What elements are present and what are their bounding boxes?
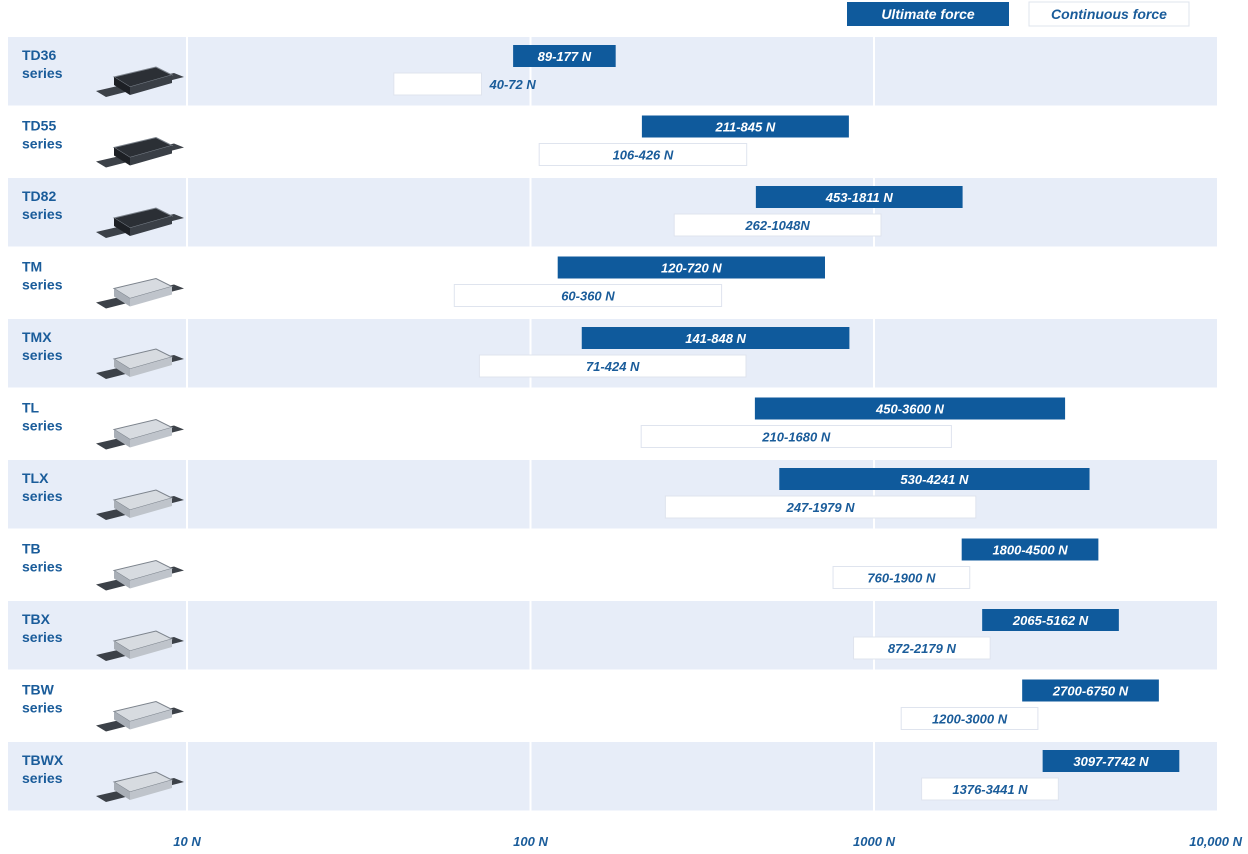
bar-ultimate	[961, 538, 1099, 561]
bar-ultimate	[754, 397, 1066, 420]
series-sub: series	[22, 629, 63, 645]
bar-continuous	[393, 72, 482, 96]
legend-swatch-continuous	[1028, 1, 1190, 27]
x-tick-label: 1000 N	[853, 834, 896, 849]
series-name: TLX	[22, 470, 49, 486]
bar-ultimate	[513, 45, 616, 67]
x-tick-label: 10,000 N	[1189, 834, 1242, 849]
bar-continuous	[832, 566, 971, 589]
x-tick-label: 100 N	[513, 834, 548, 849]
bar-continuous	[640, 425, 952, 448]
bar-ultimate	[755, 186, 963, 208]
legend-label-continuous: Continuous force	[1051, 6, 1167, 22]
label-continuous: 262-1048N	[744, 218, 810, 233]
label-ultimate: 141-848 N	[685, 331, 746, 346]
product-image	[96, 348, 184, 379]
row-band	[8, 178, 1217, 247]
bars: 89-177 N40-72 N 211-845 N 106-426 N 453-181…	[393, 45, 1180, 801]
label-continuous: 247-1979 N	[786, 500, 856, 515]
product-image	[96, 559, 184, 591]
series-labels: TD36 series TD55 series TD82 series TM series TM…	[22, 47, 64, 786]
x-tick-label: 10 N	[173, 834, 201, 849]
bar-ultimate	[982, 609, 1119, 631]
label-continuous: 760-1900 N	[867, 571, 936, 586]
bar-continuous	[673, 213, 882, 237]
bar-ultimate	[1042, 750, 1180, 772]
label-ultimate: 530-4241 N	[900, 472, 969, 487]
x-axis-ticks: 10 N 100 N 1000 N 10,000 N	[173, 834, 1242, 849]
series-name: TM	[22, 259, 42, 275]
label-continuous: 40-72 N	[488, 77, 536, 92]
series-sub: series	[22, 277, 63, 293]
product-image	[96, 136, 184, 168]
product-image	[96, 418, 184, 450]
series-sub: series	[22, 488, 63, 504]
bar-continuous	[921, 777, 1059, 801]
label-ultimate: 453-1811 N	[825, 190, 894, 205]
series-sub: series	[22, 65, 63, 81]
label-continuous: 106-426 N	[613, 148, 674, 163]
product-image	[96, 489, 184, 520]
label-ultimate: 120-720 N	[661, 261, 722, 276]
product-image	[96, 771, 184, 802]
series-name: TMX	[22, 329, 52, 345]
series-name: TBX	[22, 611, 51, 627]
series-sub: series	[22, 770, 63, 786]
bar-continuous	[453, 284, 723, 307]
series-name: TD36	[22, 47, 56, 63]
label-ultimate: 211-845 N	[715, 120, 776, 135]
product-image	[96, 700, 184, 732]
series-name: TBWX	[22, 752, 64, 768]
series-sub: series	[22, 347, 63, 363]
product-image	[96, 630, 184, 661]
bar-continuous	[664, 495, 977, 519]
series-sub: series	[22, 418, 63, 434]
label-continuous: 1200-3000 N	[932, 712, 1008, 727]
series-sub: series	[22, 559, 63, 575]
label-ultimate: 1800-4500 N	[992, 543, 1068, 558]
label-continuous: 210-1680 N	[761, 430, 831, 445]
legend-swatch-ultimate	[847, 2, 1009, 26]
label-ultimate: 89-177 N	[538, 49, 592, 64]
bar-continuous	[853, 636, 991, 660]
label-ultimate: 450-3600 N	[875, 402, 945, 417]
series-sub: series	[22, 206, 63, 222]
bar-ultimate	[1022, 679, 1159, 702]
bar-continuous	[900, 707, 1039, 730]
label-ultimate: 2065-5162 N	[1012, 613, 1089, 628]
label-continuous: 60-360 N	[561, 289, 615, 304]
legend: Ultimate force Continuous force	[847, 1, 1190, 27]
product-images	[96, 66, 184, 802]
series-name: TL	[22, 400, 40, 416]
product-image	[96, 66, 184, 97]
legend-label-ultimate: Ultimate force	[881, 6, 975, 22]
bar-continuous	[478, 354, 747, 378]
series-name: TD55	[22, 118, 56, 134]
product-image	[96, 207, 184, 238]
series-name: TBW	[22, 682, 55, 698]
series-sub: series	[22, 136, 63, 152]
label-continuous: 71-424 N	[586, 359, 640, 374]
series-sub: series	[22, 700, 63, 716]
label-ultimate: 3097-7742 N	[1073, 754, 1149, 769]
product-image	[96, 277, 184, 309]
label-ultimate: 2700-6750 N	[1052, 684, 1129, 699]
bar-ultimate	[557, 256, 825, 279]
bar-ultimate	[581, 327, 850, 349]
series-name: TB	[22, 541, 41, 557]
series-name: TD82	[22, 188, 56, 204]
bar-continuous	[538, 143, 748, 166]
bar-ultimate	[779, 468, 1090, 490]
gridlines	[186, 37, 875, 811]
label-continuous: 872-2179 N	[888, 641, 957, 656]
label-continuous: 1376-3441 N	[952, 782, 1028, 797]
bar-ultimate	[641, 115, 849, 138]
